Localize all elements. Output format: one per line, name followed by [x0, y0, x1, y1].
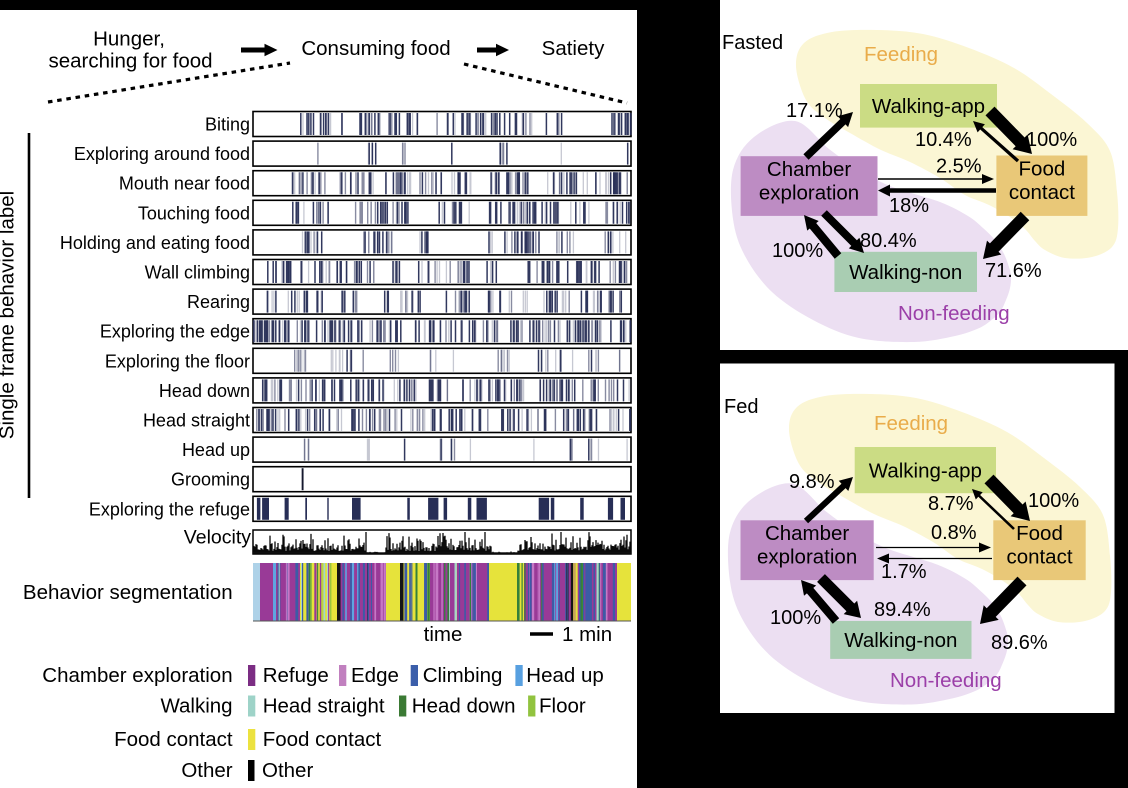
svg-text:89.4%: 89.4% — [874, 599, 931, 621]
svg-text:Grooming: Grooming — [171, 470, 250, 490]
svg-text:exploration: exploration — [759, 182, 859, 205]
svg-text:Wall climbing: Wall climbing — [145, 263, 250, 283]
svg-text:10.4%: 10.4% — [915, 129, 972, 151]
svg-text:Velocity: Velocity — [184, 527, 251, 549]
svg-text:Feeding: Feeding — [864, 43, 938, 66]
svg-text:Non-feeding: Non-feeding — [898, 302, 1010, 325]
svg-text:Head straight: Head straight — [143, 411, 250, 431]
svg-text:1 min: 1 min — [562, 623, 612, 646]
svg-text:Feeding: Feeding — [874, 412, 948, 435]
svg-text:Biting: Biting — [205, 115, 250, 135]
svg-text:Exploring the refuge: Exploring the refuge — [89, 499, 250, 519]
svg-text:Chamber: Chamber — [767, 158, 851, 181]
svg-text:Chamber exploration: Chamber exploration — [42, 664, 232, 687]
svg-text:time: time — [424, 623, 463, 646]
svg-text:Holding and eating food: Holding and eating food — [60, 233, 250, 253]
svg-text:Exploring the floor: Exploring the floor — [105, 351, 250, 371]
svg-text:17.1%: 17.1% — [786, 100, 843, 122]
svg-text:Walking-app: Walking-app — [869, 459, 982, 482]
svg-text:Fasted: Fasted — [722, 32, 783, 54]
svg-text:exploration: exploration — [757, 546, 857, 569]
svg-text:Exploring the edge: Exploring the edge — [100, 322, 250, 342]
svg-text:Floor: Floor — [539, 695, 586, 718]
svg-text:Rearing: Rearing — [187, 292, 250, 312]
svg-text:Walking-non: Walking-non — [844, 629, 957, 652]
svg-text:0.8%: 0.8% — [931, 522, 977, 544]
svg-text:Satiety: Satiety — [542, 37, 605, 60]
svg-text:Hunger,: Hunger, — [93, 28, 165, 51]
svg-text:100%: 100% — [770, 607, 821, 629]
svg-text:80.4%: 80.4% — [860, 230, 917, 252]
svg-text:71.6%: 71.6% — [985, 260, 1042, 282]
svg-text:Head up: Head up — [526, 664, 604, 687]
svg-text:Walking-non: Walking-non — [849, 261, 962, 284]
svg-text:Other: Other — [262, 759, 313, 782]
svg-text:Single frame behavior label: Single frame behavior label — [0, 191, 19, 439]
svg-text:Head up: Head up — [182, 440, 250, 460]
svg-text:Other: Other — [181, 759, 232, 782]
svg-text:Food: Food — [1016, 522, 1063, 545]
svg-text:Mouth near food: Mouth near food — [119, 174, 250, 194]
svg-text:Head down: Head down — [412, 695, 516, 718]
svg-text:Walking-app: Walking-app — [872, 95, 985, 118]
svg-text:18%: 18% — [889, 195, 929, 217]
svg-text:89.6%: 89.6% — [991, 632, 1048, 654]
svg-text:searching for food: searching for food — [48, 50, 212, 73]
svg-text:Climbing: Climbing — [423, 664, 503, 687]
svg-text:Exploring around food: Exploring around food — [74, 144, 250, 164]
svg-text:100%: 100% — [1028, 490, 1079, 512]
svg-text:Chamber: Chamber — [765, 522, 849, 545]
svg-text:9.8%: 9.8% — [789, 471, 835, 493]
svg-text:2.5%: 2.5% — [936, 156, 982, 178]
svg-text:contact: contact — [1006, 546, 1072, 569]
svg-text:100%: 100% — [1026, 129, 1077, 151]
svg-text:Touching food: Touching food — [138, 203, 250, 223]
svg-text:Refuge: Refuge — [263, 664, 329, 687]
svg-text:Edge: Edge — [351, 664, 399, 687]
svg-text:Head down: Head down — [159, 381, 250, 401]
svg-text:8.7%: 8.7% — [928, 493, 974, 515]
svg-text:Food contact: Food contact — [263, 728, 382, 751]
svg-text:Non-feeding: Non-feeding — [890, 669, 1002, 692]
svg-text:1.7%: 1.7% — [881, 561, 927, 583]
svg-text:Head straight: Head straight — [263, 695, 385, 718]
svg-text:contact: contact — [1009, 181, 1075, 204]
svg-text:Behavior segmentation: Behavior segmentation — [23, 581, 233, 604]
svg-text:Consuming food: Consuming food — [301, 37, 450, 60]
svg-text:Fed: Fed — [724, 396, 758, 418]
svg-text:Food contact: Food contact — [114, 728, 233, 751]
svg-text:Food: Food — [1019, 158, 1066, 181]
svg-text:Walking: Walking — [160, 695, 232, 718]
svg-text:100%: 100% — [772, 240, 823, 262]
